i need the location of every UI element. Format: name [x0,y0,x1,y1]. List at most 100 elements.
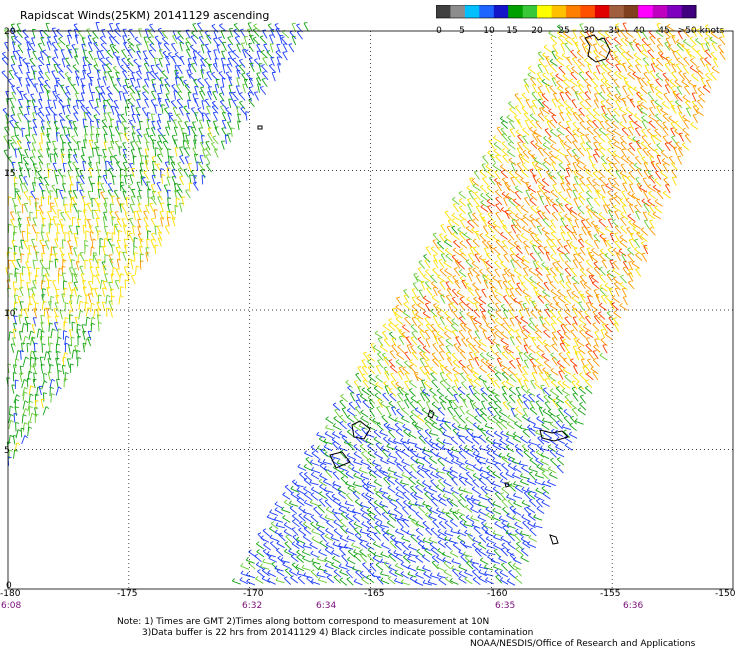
wind-vector [600,65,608,73]
wind-vector [51,71,57,80]
wind-barb [647,79,651,83]
wind-barb [504,181,509,184]
wind-vector [67,49,73,59]
wind-vector [492,227,501,235]
wind-barb [128,184,132,186]
wind-barb [578,196,583,199]
wind-vector [17,195,22,205]
wind-vector [12,51,17,60]
wind-barb [303,22,308,24]
wind-vector [8,420,12,430]
wind-barb [246,72,250,75]
wind-barb [515,287,519,290]
wind-barb [647,143,652,146]
wind-barb [626,156,630,160]
wind-barb [140,175,145,178]
wind-barb [161,104,165,106]
wind-vector [58,38,66,46]
wind-vector [509,295,517,303]
wind-vector [478,298,487,305]
wind-barb [557,170,561,174]
wind-barb [533,129,537,133]
wind-barb [445,253,449,257]
wind-barb [495,196,499,199]
wind-barb [65,335,70,339]
wind-vector [494,290,503,297]
wind-vector [585,72,593,80]
wind-vector [40,364,44,374]
wind-barb [655,91,660,95]
wind-vector [549,60,558,67]
wind-barb [643,202,648,205]
wind-vector [662,122,669,131]
wind-vector [19,183,24,193]
wind-vector [550,220,557,229]
wind-vector [233,30,241,38]
wind-vector [95,147,99,157]
wind-vector [635,44,642,53]
wind-barb [415,275,419,279]
wind-vector [465,227,474,234]
wind-barb [565,106,570,109]
wind-barb [482,258,487,261]
wind-vector [79,252,85,262]
wind-vector [502,281,509,290]
wind-vector [551,115,558,124]
wind-vector [66,105,71,114]
wind-barb [90,76,94,79]
wind-barb [176,189,181,191]
wind-vector [103,212,107,221]
wind-vector [452,198,460,206]
wind-barb [558,65,563,69]
wind-barb [548,108,552,112]
wind-barb [199,90,204,93]
wind-barb [509,247,514,250]
wind-vector [487,213,494,222]
wind-vector [157,154,163,163]
wind-vector [13,449,16,459]
wind-barb [110,288,115,290]
wind-barb [197,22,201,25]
wind-vector [200,64,204,74]
wind-barb [524,84,529,86]
wind-vector [85,317,88,327]
wind-barb [501,148,506,151]
wind-vector [91,238,94,248]
wind-vector [601,114,608,122]
wind-vector [550,232,558,240]
wind-barb [40,314,45,317]
wind-barb [56,350,61,353]
wind-vector [524,120,530,129]
wind-barb [201,169,205,171]
wind-vector [150,184,156,194]
wind-vector [124,79,129,89]
wind-vector [451,256,459,264]
wind-vector [31,37,36,47]
wind-barb [163,42,168,45]
wind-vector [55,127,58,137]
wind-vector [641,130,648,138]
wind-vector [678,133,684,142]
wind-barb [536,281,541,285]
wind-vector [662,73,670,82]
wind-vector [193,139,197,149]
wind-vector [262,30,268,39]
wind-vector [256,73,262,82]
wind-barb [60,211,65,214]
wind-barb [63,321,68,324]
wind-vector [653,136,662,143]
wind-barb [619,234,624,238]
wind-vector [571,277,580,285]
wind-barb [542,185,546,189]
wind-barb [171,100,175,103]
wind-vector [635,254,643,261]
wind-barb [513,198,517,202]
wind-vector [68,225,73,235]
wind-vector [439,269,447,277]
wind-barb [516,282,521,285]
wind-vector [205,155,211,164]
wind-barb [65,302,69,305]
wind-barb [29,57,34,61]
wind-barb [256,43,261,46]
wind-vector [557,135,564,143]
